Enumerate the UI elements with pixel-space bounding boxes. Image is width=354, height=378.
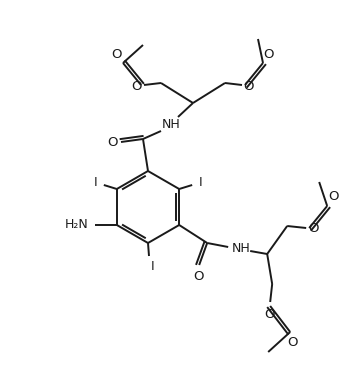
Text: O: O <box>308 223 319 235</box>
Text: O: O <box>132 79 142 93</box>
Text: NH: NH <box>232 243 251 256</box>
Text: NH: NH <box>162 118 181 132</box>
Text: O: O <box>193 271 204 284</box>
Text: O: O <box>244 79 254 93</box>
Text: O: O <box>287 336 297 349</box>
Text: I: I <box>94 177 98 189</box>
Text: I: I <box>198 177 202 189</box>
Text: O: O <box>328 191 338 203</box>
Text: O: O <box>264 307 274 321</box>
Text: I: I <box>151 260 155 274</box>
Text: O: O <box>264 48 274 60</box>
Text: H₂N: H₂N <box>65 218 89 231</box>
Text: O: O <box>112 48 122 60</box>
Text: O: O <box>108 135 118 149</box>
